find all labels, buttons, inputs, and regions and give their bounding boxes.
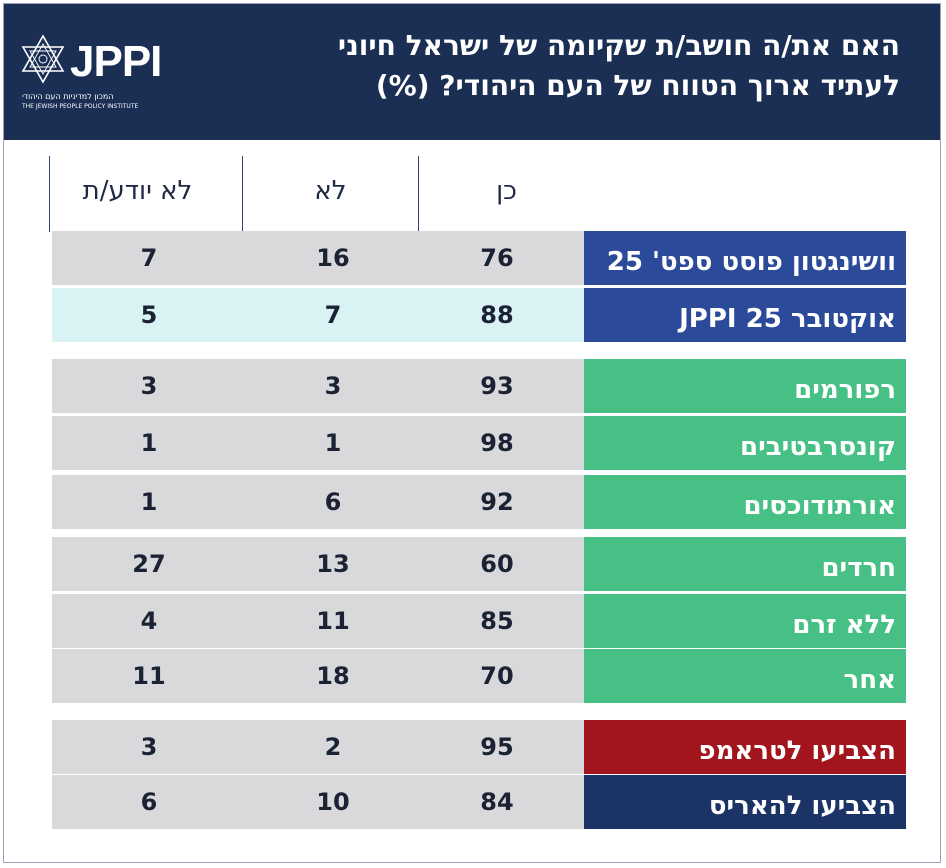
value-no: 3 (324, 372, 342, 400)
value-dont-know: 5 (140, 301, 158, 329)
value-no: 6 (324, 488, 342, 516)
value-yes: 84 (480, 788, 514, 816)
chart-title: האם את/ה חושב/ת שקיומה של ישראל חיוני לע… (337, 29, 900, 102)
column-header-yes: כן (418, 156, 594, 232)
table-row: וושינגטון פוסט ספט' 25 76 16 7 (52, 231, 906, 285)
value-yes: 88 (480, 301, 514, 329)
value-yes: 60 (480, 550, 514, 578)
logo-subtitle-hebrew: המכון למדיניות העם היהודי (22, 92, 114, 101)
table-row: הצביעו לטראמפ 95 2 3 (52, 720, 906, 774)
logo-subtitle-english: THE JEWISH PEOPLE POLICY INSTITUTE (22, 103, 139, 110)
table-row: רפורמים 93 3 3 (52, 359, 906, 413)
value-no: 18 (316, 662, 350, 690)
value-yes: 85 (480, 607, 514, 635)
row-label: הצביעו להאריס (584, 775, 906, 829)
table-row: אחר 70 18 11 (52, 649, 906, 703)
table-row: אורתודוכסים 92 6 1 (52, 475, 906, 529)
column-header-no: לא (242, 156, 418, 232)
jppi-logo: JPPI המכון למדיניות העם היהודי THE JEWIS… (18, 34, 168, 114)
row-label: הצביעו לטראמפ (584, 720, 906, 774)
value-yes: 93 (480, 372, 514, 400)
value-dont-know: 27 (132, 550, 166, 578)
value-dont-know: 1 (140, 488, 158, 516)
value-yes: 98 (480, 429, 514, 457)
value-dont-know: 6 (140, 788, 158, 816)
value-no: 10 (316, 788, 350, 816)
value-dont-know: 11 (132, 662, 166, 690)
table-row: חרדים 60 13 27 (52, 537, 906, 591)
value-dont-know: 7 (140, 244, 158, 272)
column-header-dont-know: לא יודע/ת (49, 156, 225, 232)
row-label: אורתודוכסים (584, 475, 906, 529)
value-yes: 76 (480, 244, 514, 272)
value-yes: 92 (480, 488, 514, 516)
table-row: קונסרבטיבים 98 1 1 (52, 416, 906, 470)
value-dont-know: 3 (140, 733, 158, 761)
value-dont-know: 3 (140, 372, 158, 400)
header-bar: האם את/ה חושב/ת שקיומה של ישראל חיוני לע… (4, 4, 940, 140)
row-label: אחר (584, 649, 906, 703)
logo-wordmark: JPPI (70, 37, 162, 86)
row-label: קונסרבטיבים (584, 416, 906, 470)
row-label: ללא זרם (584, 594, 906, 648)
value-no: 2 (324, 733, 342, 761)
row-label: רפורמים (584, 359, 906, 413)
value-no: 11 (316, 607, 350, 635)
value-yes: 95 (480, 733, 514, 761)
value-yes: 70 (480, 662, 514, 690)
table-row: אוקטובר 25 JPPI 88 7 5 (52, 288, 906, 342)
table-row: ללא זרם 85 11 4 (52, 594, 906, 648)
value-no: 1 (324, 429, 342, 457)
row-label: וושינגטון פוסט ספט' 25 (584, 231, 906, 285)
value-no: 7 (324, 301, 342, 329)
star-of-david-icon (21, 34, 65, 84)
row-label: אוקטובר 25 JPPI (584, 288, 906, 342)
value-dont-know: 4 (140, 607, 158, 635)
value-dont-know: 1 (140, 429, 158, 457)
table-row: הצביעו להאריס 84 10 6 (52, 775, 906, 829)
value-no: 16 (316, 244, 350, 272)
value-no: 13 (316, 550, 350, 578)
chart-frame: האם את/ה חושב/ת שקיומה של ישראל חיוני לע… (3, 3, 941, 863)
row-label: חרדים (584, 537, 906, 591)
